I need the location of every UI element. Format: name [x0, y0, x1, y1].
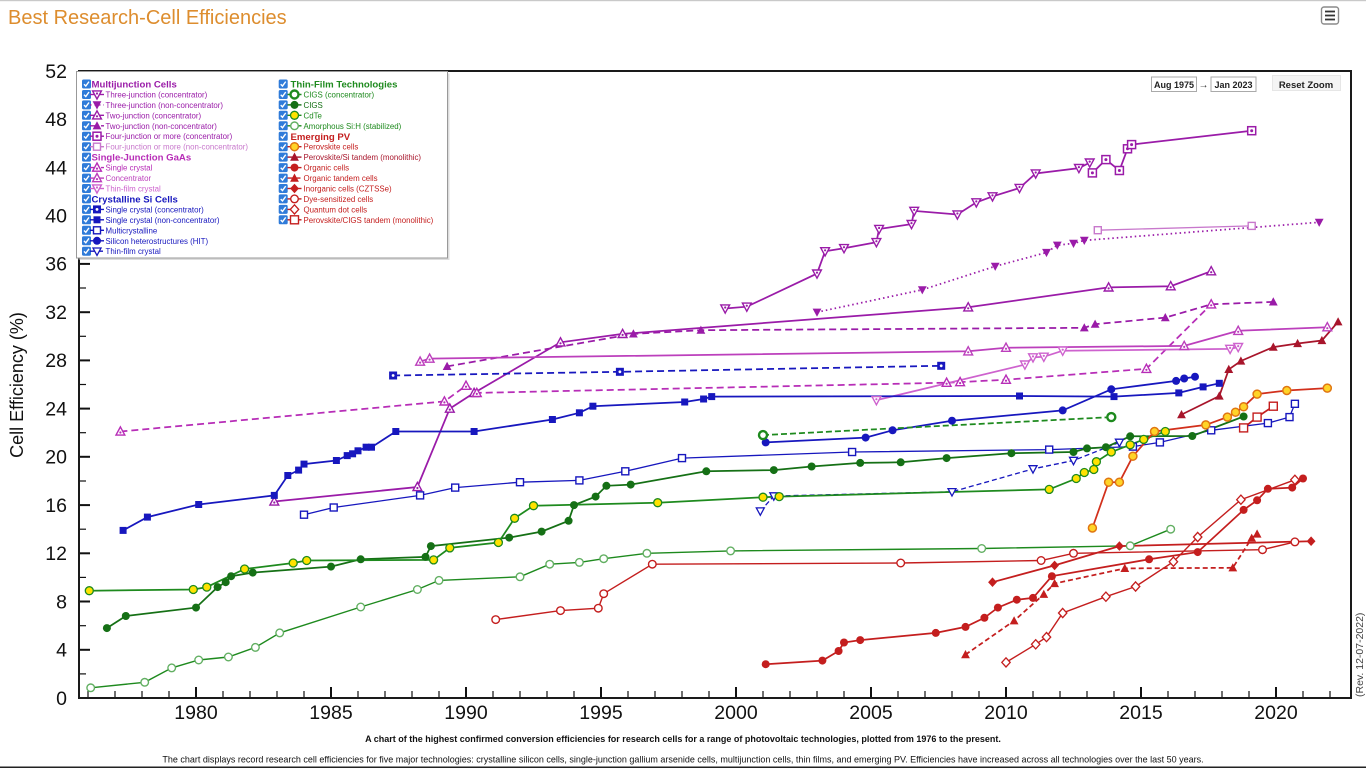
svg-text:Single-Junction GaAs: Single-Junction GaAs: [92, 153, 192, 164]
svg-text:Cell Efficiency (%): Cell Efficiency (%): [7, 312, 27, 458]
svg-text:Jan 2023: Jan 2023: [1214, 80, 1252, 90]
svg-text:Dye-sensitized cells: Dye-sensitized cells: [304, 195, 374, 204]
svg-text:1995: 1995: [579, 702, 623, 724]
svg-text:8: 8: [56, 591, 67, 613]
svg-text:Emerging PV: Emerging PV: [291, 132, 351, 143]
svg-text:48: 48: [45, 109, 67, 131]
svg-text:40: 40: [45, 206, 67, 228]
svg-text:32: 32: [45, 302, 67, 324]
svg-text:Single crystal (non-concentrat: Single crystal (non-concentrator): [106, 216, 220, 225]
svg-text:Quantum dot cells: Quantum dot cells: [304, 205, 368, 214]
svg-text:Amorphous Si:H (stabilized): Amorphous Si:H (stabilized): [304, 122, 402, 131]
svg-text:12: 12: [45, 543, 67, 565]
svg-text:0: 0: [56, 688, 67, 710]
svg-text:16: 16: [45, 495, 67, 517]
svg-text:A chart of the highest confirm: A chart of the highest confirmed convers…: [365, 734, 1001, 744]
svg-text:Organic cells: Organic cells: [304, 164, 350, 173]
svg-text:2000: 2000: [714, 702, 758, 724]
svg-text:2005: 2005: [849, 702, 893, 724]
svg-text:52: 52: [45, 61, 67, 83]
svg-text:2015: 2015: [1119, 702, 1163, 724]
svg-text:28: 28: [45, 350, 67, 372]
svg-text:Multijunction Cells: Multijunction Cells: [92, 80, 177, 91]
svg-text:Two-junction (non-concentrator: Two-junction (non-concentrator): [106, 122, 218, 131]
svg-text:Multicrystalline: Multicrystalline: [106, 226, 158, 235]
svg-text:24: 24: [45, 398, 67, 420]
svg-text:Two-junction (concentrator): Two-junction (concentrator): [106, 111, 202, 120]
svg-text:Thin-film crystal: Thin-film crystal: [106, 247, 161, 256]
svg-text:2020: 2020: [1254, 702, 1298, 724]
svg-text:Crystalline Si Cells: Crystalline Si Cells: [92, 194, 178, 205]
svg-text:Inorganic cells (CZTSSe): Inorganic cells (CZTSSe): [304, 185, 393, 194]
svg-text:Perovskite cells: Perovskite cells: [304, 143, 359, 152]
svg-text:Best Research-Cell Efficiencie: Best Research-Cell Efficiencies: [8, 7, 287, 29]
svg-text:Aug 1975: Aug 1975: [1154, 80, 1194, 90]
svg-text:CdTe: CdTe: [304, 111, 323, 120]
svg-text:4: 4: [56, 640, 67, 662]
svg-text:Four-junction or more (concent: Four-junction or more (concentrator): [106, 132, 233, 141]
svg-text:CIGS: CIGS: [304, 101, 323, 110]
svg-text:CIGS (concentrator): CIGS (concentrator): [304, 91, 375, 100]
svg-text:1985: 1985: [309, 702, 353, 724]
svg-text:44: 44: [45, 157, 67, 179]
svg-text:Organic tandem cells: Organic tandem cells: [304, 174, 378, 183]
svg-text:→: →: [1199, 80, 1209, 91]
svg-text:Four-junction or more (non-con: Four-junction or more (non-concentrator): [106, 143, 249, 152]
svg-text:The chart displays record rese: The chart displays record research cell …: [162, 755, 1203, 765]
svg-text:20: 20: [45, 447, 67, 469]
svg-text:Perovskite/Si tandem (monolith: Perovskite/Si tandem (monolithic): [304, 153, 422, 162]
svg-text:Perovskite/CIGS tandem (monoli: Perovskite/CIGS tandem (monolithic): [304, 216, 434, 225]
svg-text:Concentrator: Concentrator: [106, 174, 152, 183]
svg-text:Three-junction (concentrator): Three-junction (concentrator): [106, 91, 208, 100]
svg-text:Three-junction (non-concentrat: Three-junction (non-concentrator): [106, 101, 224, 110]
svg-text:36: 36: [45, 254, 67, 276]
svg-text:(Rev. 12-07-2022): (Rev. 12-07-2022): [1354, 613, 1366, 697]
svg-text:Silicon heterostructures (HIT): Silicon heterostructures (HIT): [106, 237, 209, 246]
svg-text:Reset Zoom: Reset Zoom: [1279, 80, 1333, 91]
svg-text:Single crystal (concentrator): Single crystal (concentrator): [106, 205, 205, 214]
svg-text:Thin-Film Technologies: Thin-Film Technologies: [291, 80, 398, 91]
svg-text:Thin-film crystal: Thin-film crystal: [106, 185, 161, 194]
svg-text:Single crystal: Single crystal: [106, 164, 153, 173]
svg-text:1980: 1980: [174, 702, 218, 724]
svg-text:2010: 2010: [984, 702, 1028, 724]
svg-text:1990: 1990: [444, 702, 488, 724]
